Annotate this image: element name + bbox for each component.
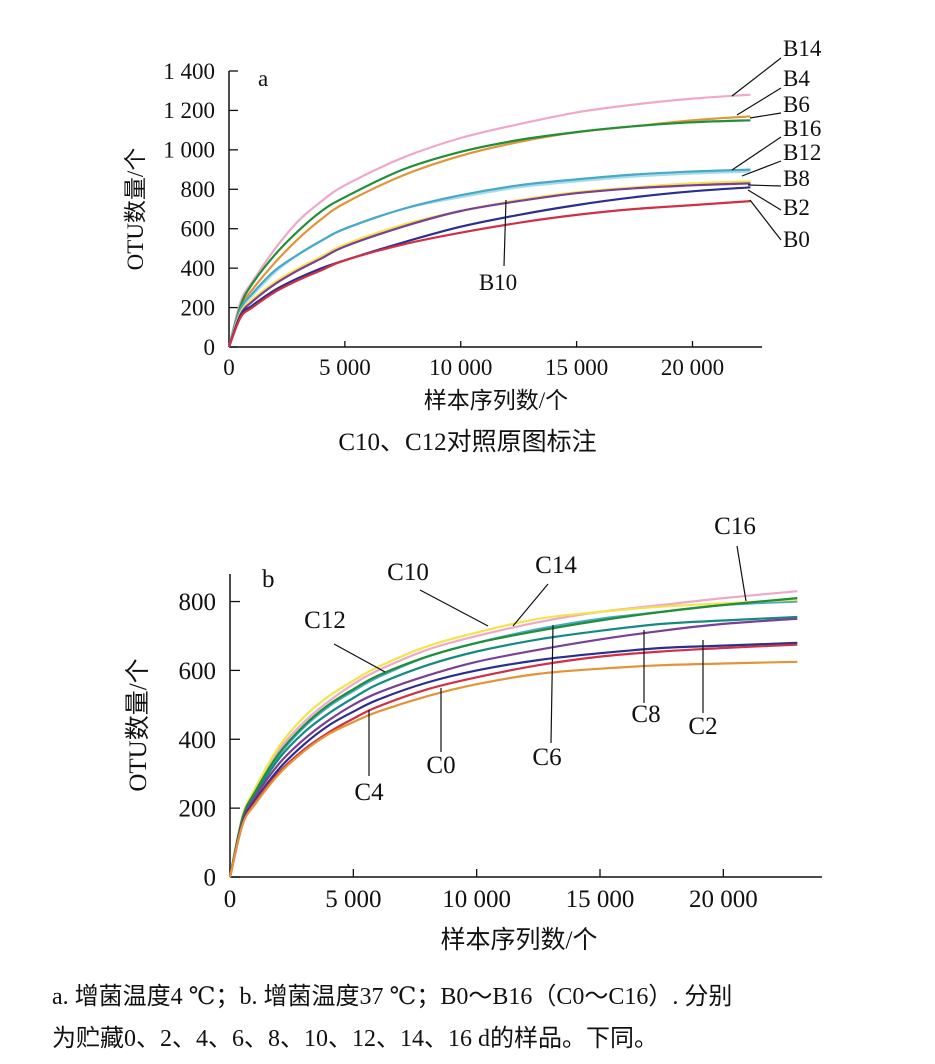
- panel-label: b: [262, 566, 275, 593]
- x-tick-label: 0: [224, 886, 237, 913]
- series-line-c0: [228, 641, 798, 878]
- series-label-b14: B14: [783, 36, 822, 61]
- footnote-line-2: 为贮藏0、2、4、6、8、10、12、14、16 d的样品。下同。: [52, 1026, 658, 1052]
- y-tick-label: 400: [179, 727, 217, 754]
- y-tick-label: 800: [179, 589, 217, 616]
- panel-a-note: C10、C12对照原图标注: [338, 429, 597, 456]
- series-line-b4: [227, 115, 751, 348]
- x-tick-label: 5 000: [325, 886, 381, 913]
- y-tick-label: 400: [181, 256, 216, 281]
- y-tick-label: 1 200: [163, 98, 215, 123]
- leader-line-c10: [419, 589, 489, 627]
- y-tick-label: 600: [181, 217, 216, 242]
- series-line-c10: [228, 598, 798, 878]
- series-label-c2: C2: [688, 713, 717, 740]
- x-tick-label: 10 000: [442, 886, 511, 913]
- leader-line-b10: [503, 199, 507, 267]
- series-line-c4: [228, 660, 798, 878]
- leader-line-b4: [736, 87, 782, 116]
- series-label-c10: C10: [387, 559, 429, 586]
- y-tick-label: 200: [179, 796, 217, 823]
- series-label-b12: B12: [783, 140, 821, 165]
- series-label-b16: B16: [783, 116, 821, 141]
- series-label-c0: C0: [426, 752, 455, 779]
- leader-line-b12: [741, 160, 782, 177]
- y-tick-label: 200: [181, 295, 216, 320]
- y-tick-label: 1 400: [163, 59, 215, 84]
- series-label-c6: C6: [532, 744, 561, 771]
- panel-label: a: [258, 66, 268, 91]
- x-tick-label: 20 000: [689, 886, 758, 913]
- y-tick-label: 800: [181, 177, 216, 202]
- series-line-b14: [227, 93, 751, 348]
- x-axis-title: 样本序列数/个: [424, 388, 568, 413]
- series-label-b2: B2: [783, 195, 810, 220]
- series-label-b4: B4: [783, 66, 810, 91]
- y-tick-label: 0: [204, 335, 216, 360]
- y-tick-label: 1 000: [163, 138, 215, 163]
- series-label-b8: B8: [783, 166, 810, 191]
- series-line-c12: [228, 597, 798, 878]
- series-label-b10: B10: [479, 270, 517, 295]
- series-label-c4: C4: [354, 779, 384, 806]
- series-line-b16: [227, 170, 751, 348]
- leader-line-c12: [333, 643, 386, 673]
- x-tick-label: 10 000: [429, 355, 492, 380]
- footnote-line-1: a. 增菌温度4 ℃；b. 增菌温度37 ℃；B0～B16（C0～C16）. 分…: [52, 984, 733, 1010]
- series-label-b0: B0: [783, 227, 810, 252]
- panel-b-chart: 0 200 400 600 800 0 5 000 10 000 15 000 20 000 样本序…: [124, 513, 822, 954]
- leader-line-b6: [749, 112, 782, 119]
- y-tick-label: 0: [204, 865, 217, 892]
- series-label-c16: C16: [714, 513, 756, 540]
- x-axis-title: 样本序列数/个: [441, 926, 598, 954]
- series-line-c6: [228, 615, 798, 878]
- x-tick-label: 15 000: [545, 355, 608, 380]
- series-line-c2: [228, 643, 798, 878]
- leader-line-b2: [747, 189, 782, 211]
- y-axis-title: OTU数量/个: [124, 658, 152, 791]
- panel-a-chart: 0 200 400 600 800 1 000 1 200 1 400 0 5 000 10 000…: [123, 36, 822, 413]
- series-line-b2: [227, 186, 751, 348]
- x-tick-label: 5 000: [319, 355, 371, 380]
- leader-line-c16: [736, 545, 747, 602]
- series-line-c8: [228, 617, 798, 878]
- leader-line-b0: [749, 199, 782, 241]
- leader-line-c14: [512, 583, 549, 627]
- leader-line-b16: [731, 136, 782, 171]
- series-label-b6: B6: [783, 92, 810, 117]
- x-tick-label: 0: [223, 355, 235, 380]
- x-tick-label: 20 000: [661, 355, 724, 380]
- x-tick-label: 15 000: [566, 886, 635, 913]
- series-line-b0: [227, 200, 751, 348]
- series-line-b10: [227, 182, 751, 348]
- series-label-c14: C14: [535, 552, 577, 579]
- y-tick-label: 600: [179, 658, 217, 685]
- series-line-b6: [227, 119, 751, 348]
- series-label-c12: C12: [304, 607, 346, 634]
- leader-line-b14: [731, 57, 782, 97]
- leader-line-c6: [550, 624, 554, 744]
- y-axis-title: OTU数量/个: [123, 148, 148, 271]
- leader-line-b8: [747, 184, 782, 187]
- series-line-b12: [227, 168, 751, 348]
- series-label-c8: C8: [631, 701, 660, 728]
